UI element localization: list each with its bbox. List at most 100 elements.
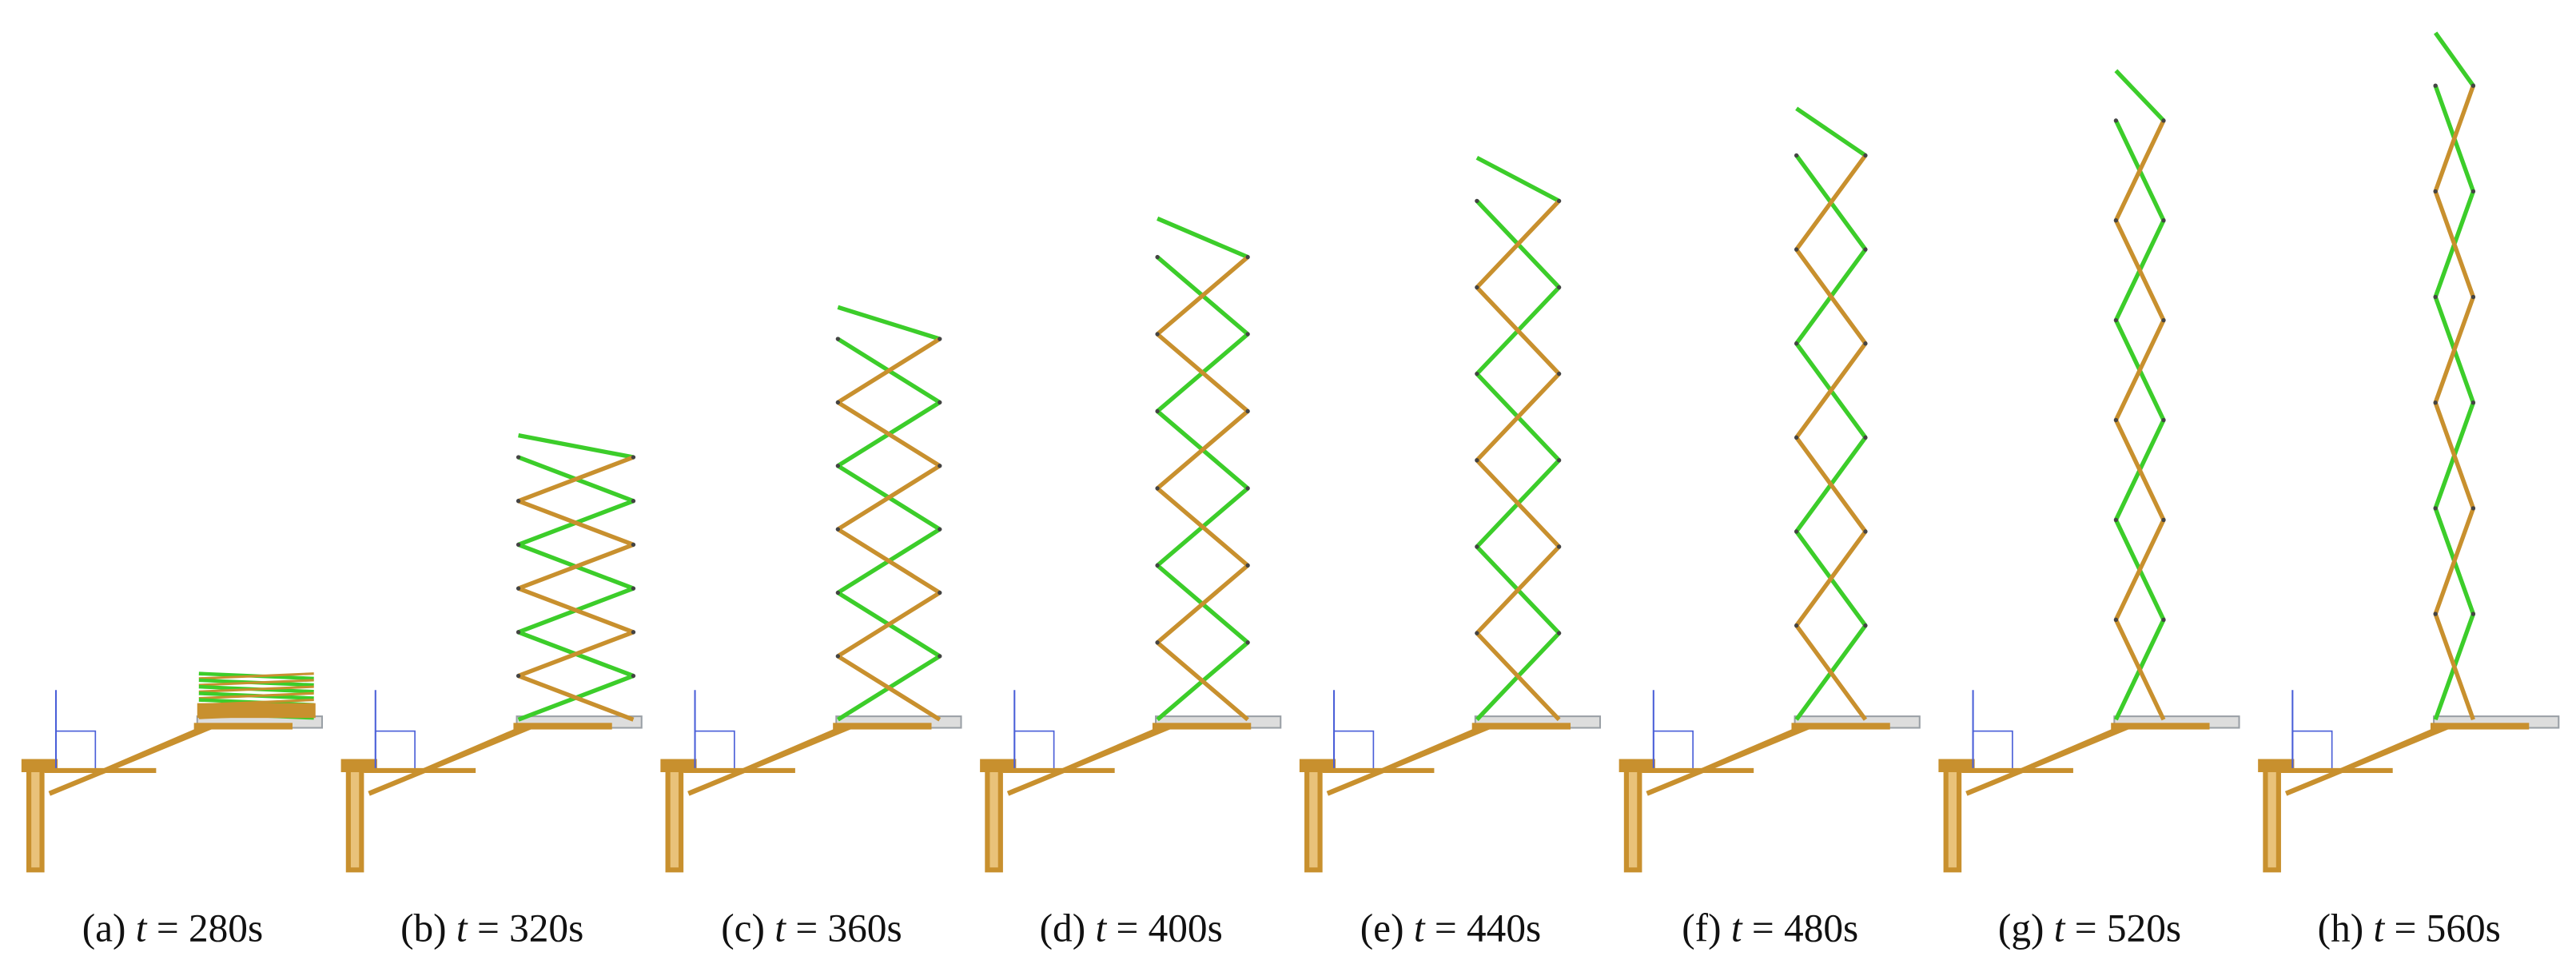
joint [938, 464, 942, 468]
caption: (d) t = 400s [1040, 906, 1223, 950]
caption-time: = 480s [1752, 906, 1858, 950]
joint [1863, 529, 1868, 534]
panel: (g) t = 520s [1938, 69, 2240, 950]
post-core [2267, 765, 2276, 868]
orange-link [2113, 519, 2166, 621]
post-core [670, 765, 679, 868]
joint [1475, 198, 1479, 204]
axis-box [1013, 730, 1055, 771]
joint [1556, 544, 1562, 549]
joint [2433, 612, 2438, 616]
boom-2 [98, 724, 206, 774]
joint [1245, 640, 1250, 645]
orange-link [1475, 631, 1561, 722]
caption: (e) t = 440s [1360, 906, 1541, 950]
caption-label: (e) [1360, 906, 1404, 950]
orange-link [1156, 564, 1249, 644]
axis-box [2291, 730, 2333, 771]
joint [631, 586, 636, 591]
orange-link [1794, 153, 1868, 251]
orange-link [1156, 255, 1249, 337]
joint [2161, 417, 2166, 423]
joint [1245, 486, 1250, 491]
axis-box [1972, 730, 2013, 771]
joint [835, 590, 841, 596]
stack-frame [197, 703, 316, 719]
joint [2433, 189, 2438, 194]
caption-variable: t [774, 906, 786, 950]
boom-2 [417, 724, 526, 774]
orange-link [2113, 419, 2166, 521]
joint [1863, 153, 1868, 158]
joint [1863, 435, 1868, 440]
caption-variable: t [2054, 906, 2066, 950]
orange-link [2433, 401, 2475, 509]
joint [516, 542, 521, 548]
orange-link [1156, 332, 1249, 413]
platform-base [2430, 723, 2530, 730]
panel: (f) t = 480s [1618, 106, 1921, 950]
caption-variable: t [2374, 906, 2386, 950]
orange-link [836, 654, 942, 722]
joint [938, 337, 942, 341]
stack-orange [198, 685, 314, 693]
orange-link [1794, 530, 1868, 627]
joint [2161, 317, 2166, 323]
joint [516, 630, 521, 635]
axis-box [694, 730, 735, 771]
joint [1155, 332, 1160, 337]
orange-link [1156, 486, 1249, 568]
joint [631, 673, 636, 679]
orange-link [1794, 248, 1868, 345]
orange-link [2113, 619, 2166, 721]
caption-variable: t [1095, 906, 1107, 950]
joint [1794, 153, 1799, 158]
joint [1475, 544, 1479, 549]
joint [2161, 118, 2166, 123]
joint [2113, 218, 2119, 223]
orange-link [2113, 119, 2166, 221]
joint [631, 499, 636, 504]
orange-link [1475, 458, 1561, 548]
axis-box [55, 730, 97, 771]
panel: (h) t = 560s [2258, 31, 2560, 950]
joint [835, 527, 841, 532]
orange-link [517, 586, 635, 635]
joint [1794, 341, 1799, 346]
caption: (c) t = 360s [721, 906, 902, 950]
joint [938, 400, 942, 405]
orange-link [517, 455, 635, 504]
caption-time: = 320s [477, 906, 583, 950]
post-core [350, 765, 360, 868]
joint [938, 527, 942, 532]
platform-base [2111, 723, 2210, 730]
joint [1556, 631, 1562, 635]
caption-label: (b) [400, 906, 447, 950]
top-arm [837, 305, 941, 341]
top-arm [2433, 31, 2475, 87]
orange-link [836, 464, 942, 532]
panel: (e) t = 440s [1299, 155, 1602, 950]
caption-label: (g) [1998, 906, 2044, 950]
joint [2433, 400, 2438, 405]
orange-link [836, 337, 942, 404]
joint [1155, 254, 1160, 260]
joint [2470, 400, 2476, 405]
joint [2113, 617, 2119, 623]
joint [2470, 83, 2476, 88]
axis-box [1652, 730, 1694, 771]
caption-label: (a) [82, 906, 126, 950]
joint [2470, 506, 2476, 511]
post-core [1309, 765, 1318, 868]
joint [2113, 517, 2119, 523]
joint [1155, 486, 1160, 491]
joint [1556, 285, 1562, 290]
boom-2 [2334, 724, 2443, 774]
top-arm [2114, 69, 2165, 122]
boom-2 [1376, 724, 1484, 774]
joint [1245, 408, 1250, 414]
orange-link [2113, 219, 2166, 321]
joint [631, 542, 636, 548]
axis-box [1333, 730, 1375, 771]
